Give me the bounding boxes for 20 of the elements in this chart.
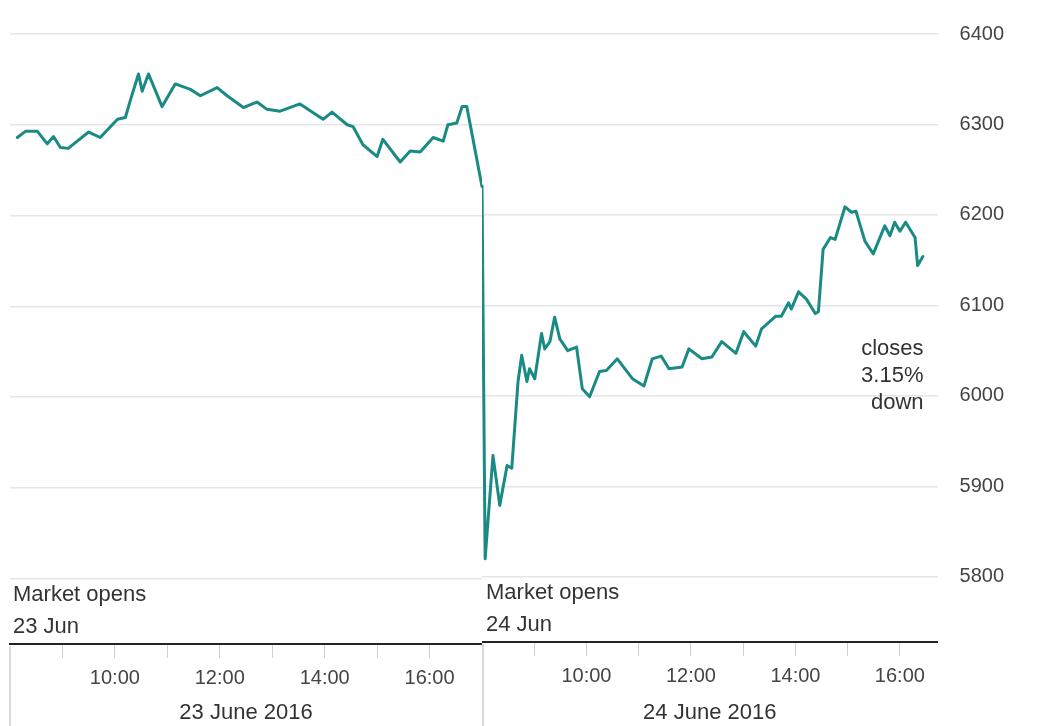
x-axis-title: 24 June 2016 xyxy=(643,699,777,725)
y-tick-label: 6000 xyxy=(959,383,1005,406)
x-tick-label: 16:00 xyxy=(874,663,925,686)
x-tick-label: 14:00 xyxy=(770,663,821,686)
x-tick-label: 12:00 xyxy=(194,665,245,688)
y-tick-label: 6400 xyxy=(959,21,1005,44)
ref-line-label: Market opens 24 Jun xyxy=(486,579,620,637)
y-tick-label: 6200 xyxy=(959,202,1005,225)
x-tick-label: 14:00 xyxy=(299,665,350,688)
x-axis-title: 23 June 2016 xyxy=(179,699,313,725)
x-tick-label: 12:00 xyxy=(665,663,716,686)
y-tick-label: 6100 xyxy=(959,292,1005,315)
y-tick-label: 6300 xyxy=(959,111,1005,134)
ref-line-label: Market opens 23 Jun xyxy=(13,581,147,639)
y-tick-label: 5800 xyxy=(959,564,1005,587)
y-tick-label: 5900 xyxy=(959,473,1005,496)
x-tick-label: 16:00 xyxy=(404,665,455,688)
x-tick-label: 10:00 xyxy=(89,665,140,688)
annotation: closes 3.15% down xyxy=(861,335,924,415)
x-tick-label: 10:00 xyxy=(561,663,612,686)
